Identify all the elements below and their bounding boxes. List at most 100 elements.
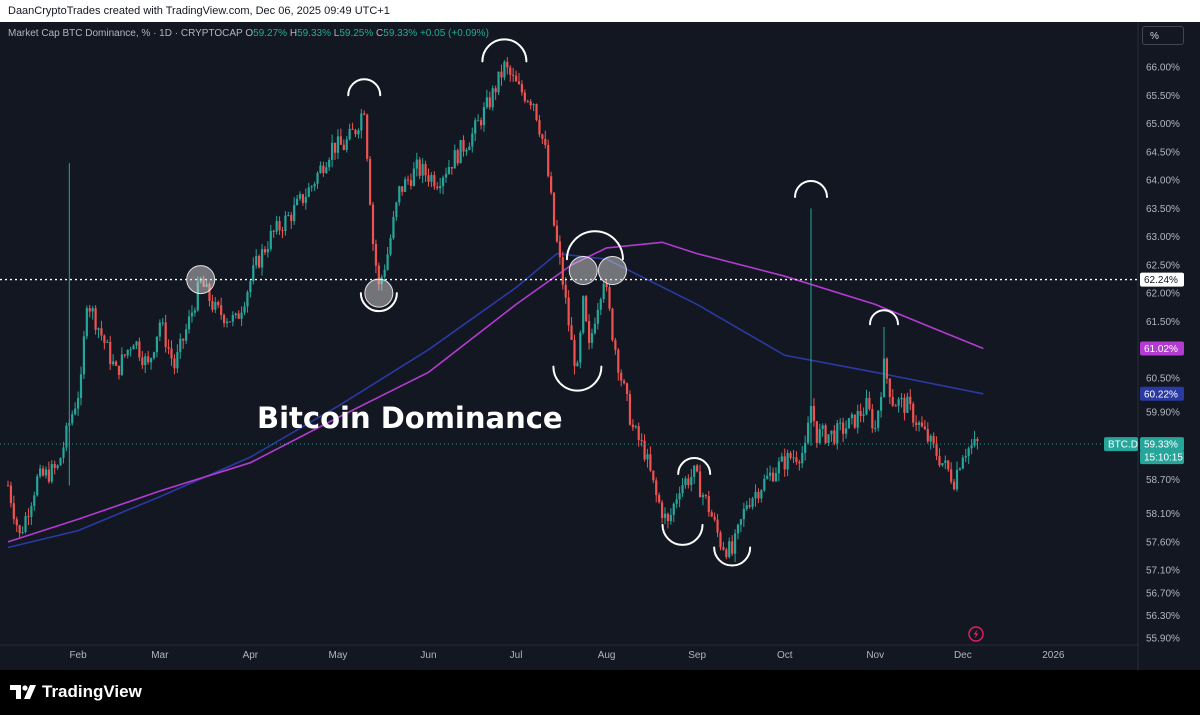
candle-body xyxy=(272,230,275,232)
candle-body xyxy=(50,464,53,482)
candle-body xyxy=(424,163,427,176)
candle-body xyxy=(290,215,293,222)
candle-body xyxy=(634,426,637,428)
candle-body xyxy=(514,75,518,82)
candle-body xyxy=(944,460,947,464)
candle-body xyxy=(614,340,617,350)
candle-body xyxy=(617,349,620,373)
candle-body xyxy=(701,494,705,498)
candle-body xyxy=(482,107,486,126)
candle-body xyxy=(529,101,532,106)
candle-body xyxy=(587,321,591,343)
chart-area[interactable] xyxy=(0,22,1200,670)
candle-body xyxy=(915,422,918,426)
bottom-arc xyxy=(661,523,704,546)
candle-body xyxy=(850,414,853,419)
candle-body xyxy=(398,186,401,203)
time-tick-label: 2026 xyxy=(1042,650,1065,661)
candle-body xyxy=(231,315,234,322)
candle-body xyxy=(955,469,959,490)
top-arc xyxy=(565,230,624,261)
candle-body xyxy=(821,425,824,430)
candle-body xyxy=(173,358,176,369)
candle-body xyxy=(964,456,967,458)
candle-body xyxy=(278,221,281,231)
candle-body xyxy=(923,426,926,430)
ma-purple-price-label-bg xyxy=(1140,341,1184,356)
candle-body xyxy=(961,457,964,469)
candle-body xyxy=(526,101,529,103)
candle-body xyxy=(120,354,123,375)
candle-body xyxy=(693,465,696,477)
candle-body xyxy=(491,88,494,108)
candle-body xyxy=(929,435,932,442)
time-axis[interactable]: Feb Mar Apr May Jun Jul Aug Sep Oct Nov Dec 2026 xyxy=(69,650,1064,661)
candle-body xyxy=(780,456,783,462)
candle-body xyxy=(374,243,378,266)
price-tick-label: 62.00% xyxy=(1146,289,1180,300)
candle-body xyxy=(439,186,442,189)
candle-body xyxy=(494,88,497,93)
price-tick-label: 56.30% xyxy=(1146,611,1180,622)
price-axis[interactable]: 66.00% 65.50% 65.00% 64.50% 64.00% 63.50% 63.0… xyxy=(1146,63,1180,645)
price-tick-label: 62.50% xyxy=(1146,260,1180,271)
candle-body xyxy=(234,313,237,316)
candle-body xyxy=(354,129,357,135)
candle-body xyxy=(660,502,664,518)
candle-body xyxy=(675,499,678,504)
candle-body xyxy=(698,471,702,498)
candle-body xyxy=(132,345,135,350)
percent-scale-button[interactable]: % xyxy=(1142,26,1184,45)
candle-body xyxy=(246,292,249,307)
candle-body xyxy=(763,478,766,491)
candle-body xyxy=(225,321,229,324)
candle-body xyxy=(117,365,121,375)
candle-body xyxy=(12,503,15,520)
candle-body xyxy=(386,254,389,270)
candle-body xyxy=(909,396,912,404)
tradingview-logo[interactable]: TradingView xyxy=(10,682,142,702)
candle-body xyxy=(304,196,307,203)
candle-body xyxy=(535,104,538,121)
candle-body xyxy=(801,453,804,464)
candle-body xyxy=(891,397,894,406)
candle-body xyxy=(44,469,48,476)
interval: · 1D · xyxy=(153,28,179,39)
price-chart[interactable]: Bitcoin Dominance 66.00% 65.50% 65.00% 64.5… xyxy=(0,0,1200,670)
candle-body xyxy=(637,426,640,440)
attribution-bar: DaanCryptoTrades created with TradingVie… xyxy=(0,0,1200,22)
candle-body xyxy=(547,145,550,177)
candle-body xyxy=(144,356,147,366)
candle-body xyxy=(512,74,515,76)
exchange: CRYPTOCAP xyxy=(180,28,243,39)
candle-body xyxy=(319,165,322,174)
candle-body xyxy=(269,230,272,249)
candle-body xyxy=(383,269,386,277)
candle-body xyxy=(970,445,973,449)
candle-body xyxy=(903,397,906,413)
bottom-arc xyxy=(552,365,603,392)
candle-body xyxy=(783,456,786,470)
candle-body xyxy=(678,493,681,500)
candle-body xyxy=(669,514,672,522)
candle-body xyxy=(190,312,194,317)
candle-body xyxy=(973,439,976,446)
candle-body xyxy=(331,142,334,160)
price-tick-label: 58.10% xyxy=(1146,509,1180,520)
symbol-tag-bg xyxy=(1104,437,1138,452)
candle-body xyxy=(471,133,474,147)
candle-body xyxy=(395,202,398,217)
symbol-header: Market Cap BTC Dominance, % · 1D · CRYPT… xyxy=(8,28,489,39)
candle-body xyxy=(564,284,567,298)
candle-body xyxy=(853,414,856,428)
price-tick-label: 65.50% xyxy=(1146,91,1180,102)
candle-body xyxy=(24,516,27,533)
open-value: O59.27% xyxy=(245,28,288,39)
candle-body xyxy=(897,399,900,406)
attribution-text: DaanCryptoTrades created with TradingVie… xyxy=(8,5,390,17)
candle-body xyxy=(593,323,597,334)
candle-body xyxy=(421,163,424,176)
candle-body xyxy=(748,505,751,507)
test-circle xyxy=(186,265,216,295)
lightning-icon[interactable] xyxy=(968,626,984,642)
